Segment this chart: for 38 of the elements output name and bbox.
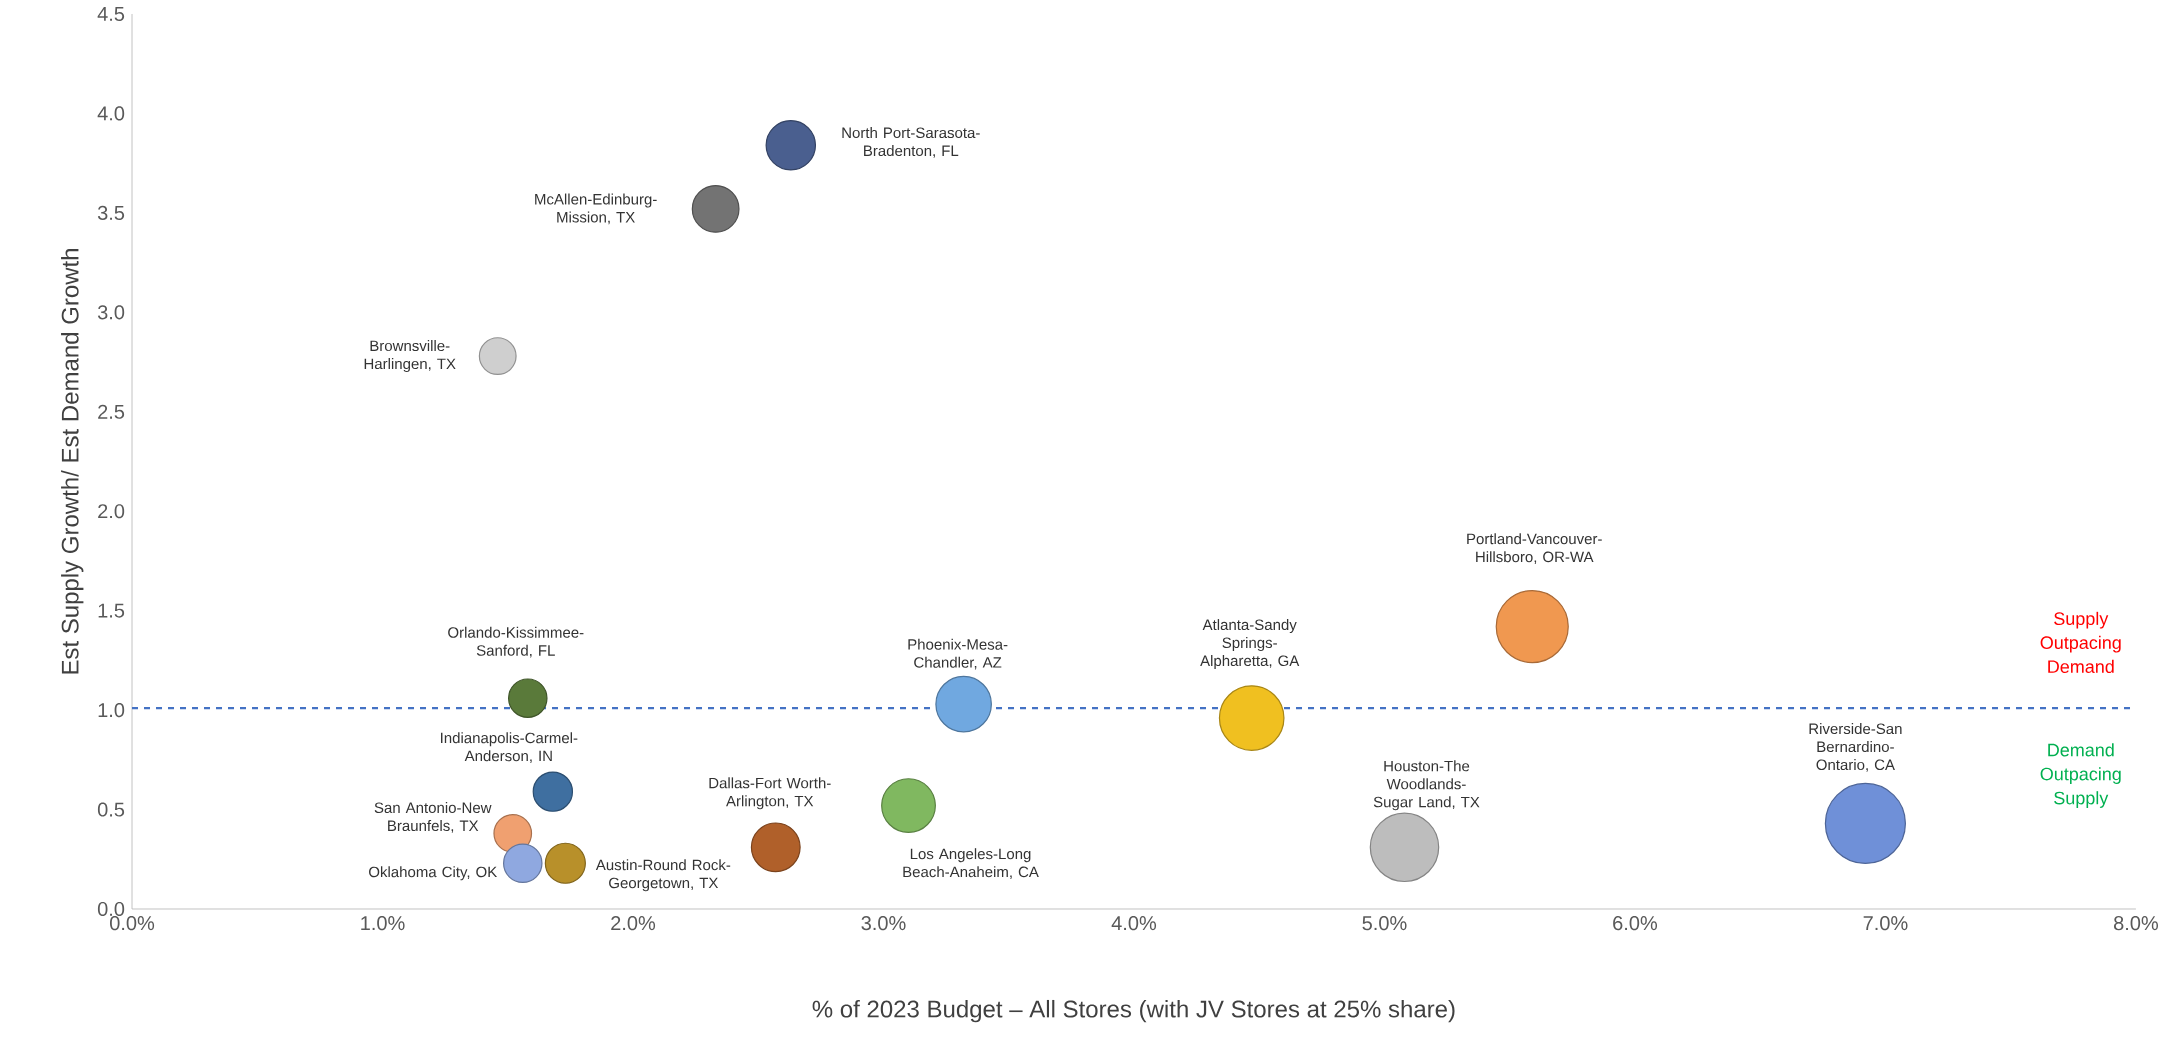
x-tick-label: 8.0% xyxy=(2114,916,2159,931)
annotation: Austin-Round Rock-Georgetown, TX xyxy=(595,859,731,892)
x-tick-label: 6.0% xyxy=(1613,916,1658,931)
y-tick-label: 4.0 xyxy=(97,106,125,121)
y-tick-label: 3.0 xyxy=(97,305,125,320)
y-tick-label: 2.0 xyxy=(98,504,125,519)
annotation: Oklahoma City, OK xyxy=(369,866,498,881)
y-tick-label: 3.5 xyxy=(97,205,125,220)
x-tick-label: 1.0% xyxy=(361,916,405,931)
annotation: Riverside-San Bernardino-Ontario, CA xyxy=(1809,723,1902,772)
y-tick-label: 0.0 xyxy=(97,901,125,917)
annotation: Dallas-Fort Worth-Arlington, TX xyxy=(709,777,831,810)
x-tick-label: 5.0% xyxy=(1362,916,1407,931)
annotation: Demand Outpacing Supply xyxy=(2040,743,2121,808)
annotation: Phoenix-Mesa-Chandler, AZ xyxy=(908,638,1008,670)
y-axis-title: Est Supply Growth/ Est Demand Growth xyxy=(61,248,84,674)
annotation: Indianapolis-Carmel-Anderson, IN xyxy=(441,732,578,764)
y-tick-label: 1.0 xyxy=(98,703,125,718)
annotation: Los Angeles-Long Beach-Anaheim, CA xyxy=(903,848,1039,879)
y-tick-label: 2.5 xyxy=(98,404,125,419)
x-tick-label: 7.0% xyxy=(1863,916,1908,931)
annotation: Brownsville-Harlingen, TX xyxy=(364,340,456,373)
annotation: San Antonio-New Braunfels, TX xyxy=(374,802,492,833)
x-tick-label: 3.0% xyxy=(861,916,906,931)
y-tick-label: 1.5 xyxy=(98,603,125,618)
x-axis-title: % of 2023 Budget – All Stores (with JV Stores at 25% share) xyxy=(812,999,1455,1023)
y-tick-label: 4.5 xyxy=(97,7,125,21)
x-tick-label: 2.0% xyxy=(611,916,656,931)
x-tick-label: 0.0% xyxy=(110,916,155,931)
x-tick-label: 4.0% xyxy=(1111,916,1157,931)
annotation: Orlando-Kissimmee-Sanford, FL xyxy=(448,626,584,658)
annotation: Atlanta-Sandy Springs-Alpharetta, GA xyxy=(1200,619,1300,670)
annotation: Portland-Vancouver-Hillsboro, OR-WA xyxy=(1467,533,1602,564)
annotation: Supply Outpacing Demand xyxy=(2040,611,2121,674)
y-tick-label: 0.5 xyxy=(97,802,125,817)
annotation: McAllen-Edinburg-Mission, TX xyxy=(535,193,657,225)
annotation: Houston-The Woodlands-Sugar Land, TX xyxy=(1373,760,1480,811)
annotation: North Port-Sarasota-Bradenton, FL xyxy=(842,127,980,158)
